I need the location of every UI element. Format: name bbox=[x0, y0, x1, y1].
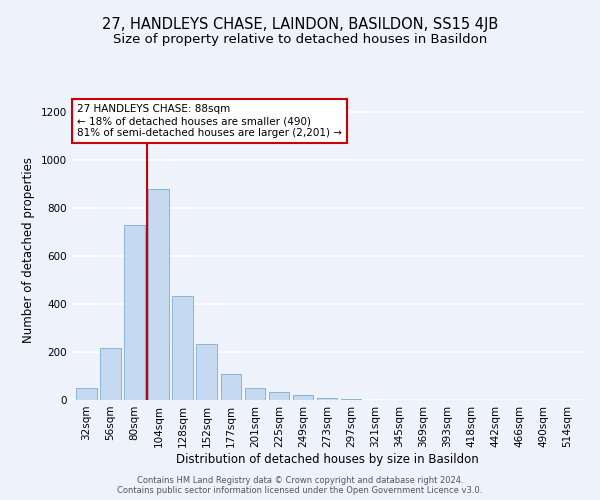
Text: 27 HANDLEYS CHASE: 88sqm
← 18% of detached houses are smaller (490)
81% of semi-: 27 HANDLEYS CHASE: 88sqm ← 18% of detach… bbox=[77, 104, 342, 138]
Bar bbox=[148, 189, 169, 400]
Bar bbox=[221, 374, 241, 400]
Text: 27, HANDLEYS CHASE, LAINDON, BASILDON, SS15 4JB: 27, HANDLEYS CHASE, LAINDON, BASILDON, S… bbox=[102, 18, 498, 32]
Bar bbox=[196, 344, 217, 400]
Text: Contains HM Land Registry data © Crown copyright and database right 2024.
Contai: Contains HM Land Registry data © Crown c… bbox=[118, 476, 482, 495]
Bar bbox=[245, 388, 265, 400]
Bar bbox=[100, 348, 121, 400]
Bar bbox=[172, 296, 193, 400]
Bar bbox=[341, 399, 361, 400]
Bar bbox=[76, 388, 97, 400]
Bar bbox=[124, 225, 145, 400]
Bar bbox=[269, 392, 289, 400]
Text: Size of property relative to detached houses in Basildon: Size of property relative to detached ho… bbox=[113, 32, 487, 46]
Bar bbox=[293, 394, 313, 400]
X-axis label: Distribution of detached houses by size in Basildon: Distribution of detached houses by size … bbox=[176, 452, 478, 466]
Y-axis label: Number of detached properties: Number of detached properties bbox=[22, 157, 35, 343]
Bar bbox=[317, 398, 337, 400]
